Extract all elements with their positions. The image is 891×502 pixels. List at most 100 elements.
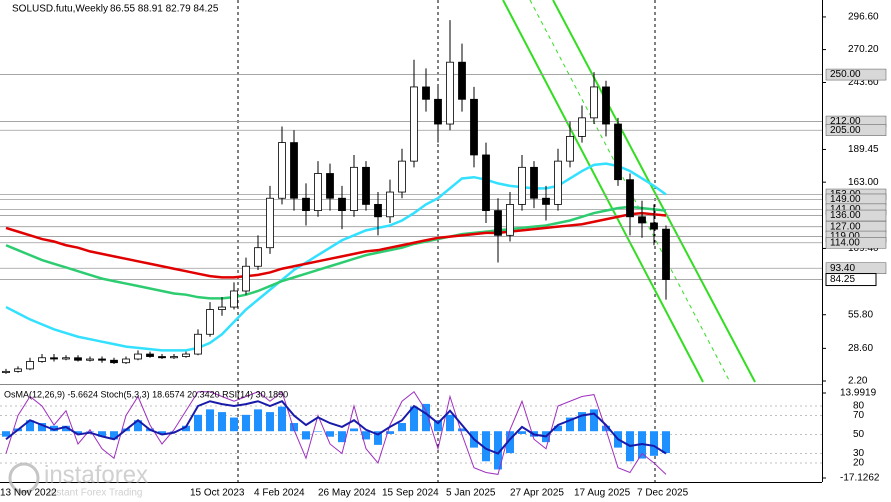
osma-bar <box>578 412 586 432</box>
candle-body <box>158 356 166 359</box>
candle-body <box>278 142 286 199</box>
osma-bar <box>158 431 166 434</box>
x-tick-label: 13 Nov 2022 <box>0 488 57 499</box>
x-tick-label: 7 Dec 2025 <box>637 488 689 499</box>
candle-body <box>374 204 382 218</box>
candle-body <box>110 359 118 364</box>
candle-body <box>314 173 322 212</box>
osma-bar <box>290 423 298 432</box>
candle-body <box>578 117 586 137</box>
x-tick-label: 4 Feb 2024 <box>254 488 305 499</box>
osma-bar <box>590 409 598 432</box>
indicator-tick-label: 70 <box>853 410 865 421</box>
x-tick-label: 26 May 2024 <box>318 488 376 499</box>
candle-body <box>542 197 550 205</box>
candle-body <box>2 370 10 374</box>
separators <box>237 0 656 482</box>
osma-bar <box>314 431 322 432</box>
candle-body <box>350 166 358 212</box>
osma-bar <box>182 425 190 432</box>
level-box <box>825 237 887 249</box>
osma-bar <box>326 431 334 437</box>
indicator-tick-label: 30 <box>853 448 865 459</box>
level-label: 93.40 <box>830 263 855 274</box>
candle-body <box>230 290 238 308</box>
chart-title: SOLUSD.futu,Weekly <box>12 4 108 15</box>
osma-bar <box>386 431 394 434</box>
level-label: 212.00 <box>830 116 861 127</box>
candle-body <box>50 357 58 360</box>
last-price-label: 84.25 <box>830 274 855 285</box>
y-tick-label: 55.80 <box>848 309 873 320</box>
level-box <box>825 124 887 136</box>
candle-body <box>206 309 214 335</box>
candle-body <box>386 191 394 218</box>
osma-bar <box>62 425 70 432</box>
candle-body <box>566 136 574 162</box>
channel-line <box>552 0 756 383</box>
candle-body <box>662 228 670 280</box>
y-tick-label: 28.60 <box>848 343 873 354</box>
candle-body <box>494 210 502 236</box>
osma-bar <box>302 431 310 440</box>
osma-bar <box>170 431 178 432</box>
osma-bar <box>398 423 406 432</box>
osma-bar <box>2 431 10 437</box>
candle-body <box>362 166 370 205</box>
osma-bar <box>338 431 346 443</box>
candle-body <box>410 86 418 162</box>
y-tick-label: 2.20 <box>848 376 868 387</box>
candle-body <box>614 123 622 181</box>
candle-body <box>446 61 454 125</box>
level-label: 136.00 <box>830 210 861 221</box>
level-label: 149.00 <box>830 194 861 205</box>
candle-body <box>290 142 298 199</box>
candle-body <box>422 86 430 100</box>
osma-bar <box>422 403 430 432</box>
osma-bar <box>230 417 238 432</box>
candle-body <box>338 197 346 212</box>
candle-body <box>650 222 658 230</box>
candle-body <box>506 204 514 236</box>
candle-body <box>86 358 94 361</box>
candle-body <box>146 353 154 357</box>
indicator-y2-label: -17.1262 <box>840 473 880 484</box>
y-tick-label: 296.60 <box>848 12 879 23</box>
indicator-y2-label: 13.9919 <box>840 388 877 399</box>
candle-body <box>194 333 202 355</box>
osma-bar <box>50 425 58 432</box>
osma-bar <box>434 420 442 432</box>
indicator-panel <box>0 390 826 479</box>
candle-body <box>518 166 526 205</box>
ohlc-header: 86.55 88.91 82.79 84.25 <box>110 4 219 15</box>
candle-body <box>242 265 250 292</box>
moving-average <box>5 205 667 300</box>
level-label: 205.00 <box>830 125 861 136</box>
y-tick-label: 109.40 <box>848 243 879 254</box>
candle-body <box>74 357 82 361</box>
level-label: 119.00 <box>830 231 860 242</box>
candle-body <box>530 166 538 199</box>
y-tick-label: 270.20 <box>848 44 879 55</box>
osma-bar <box>266 412 274 432</box>
main-panel <box>0 16 826 382</box>
x-tick-label: 17 Aug 2025 <box>574 488 631 499</box>
brand: instaforex <box>44 461 148 488</box>
x-tick-label: 15 Oct 2023 <box>190 488 245 499</box>
channel-line <box>502 0 704 383</box>
osma-bar <box>362 431 370 440</box>
candle-body <box>302 197 310 212</box>
candle-body <box>326 173 334 199</box>
candle-body <box>98 358 106 361</box>
candle-body <box>626 179 634 218</box>
osma-bar <box>74 431 82 434</box>
osma-bar <box>566 417 574 432</box>
tagline: Instant Forex Trading <box>48 488 143 499</box>
osma-bar <box>554 425 562 432</box>
osma-bar <box>134 420 142 432</box>
candle-body <box>218 306 226 310</box>
indicator-line <box>5 400 667 455</box>
level-label: 127.00 <box>830 221 861 232</box>
